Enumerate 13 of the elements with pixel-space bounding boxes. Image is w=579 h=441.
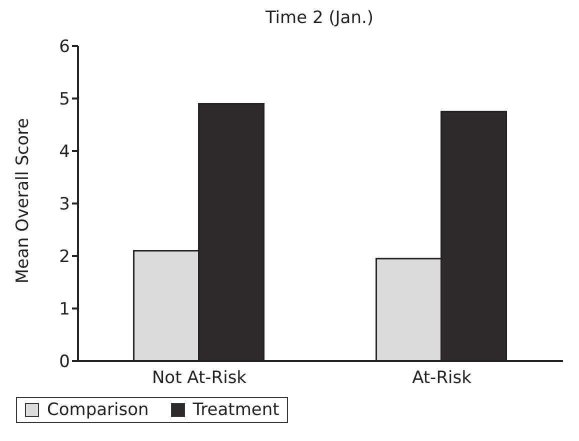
- y-tick-label: 1: [59, 300, 70, 320]
- y-tick-label: 4: [59, 142, 70, 162]
- x-tick-label: At-Risk: [412, 368, 472, 388]
- x-tick-label: Not At-Risk: [152, 368, 247, 388]
- y-axis-title: Mean Overall Score: [13, 118, 34, 284]
- y-tick-label: 2: [59, 247, 70, 268]
- legend-label: Comparison: [46, 400, 149, 420]
- y-tick-label: 6: [59, 37, 70, 58]
- legend-label: Treatment: [192, 400, 280, 420]
- y-tick-label: 5: [59, 90, 70, 110]
- y-tick-label: 3: [59, 194, 70, 215]
- chart-title: Time 2 (Jan.): [264, 8, 375, 28]
- y-tick-label: 0: [59, 352, 70, 372]
